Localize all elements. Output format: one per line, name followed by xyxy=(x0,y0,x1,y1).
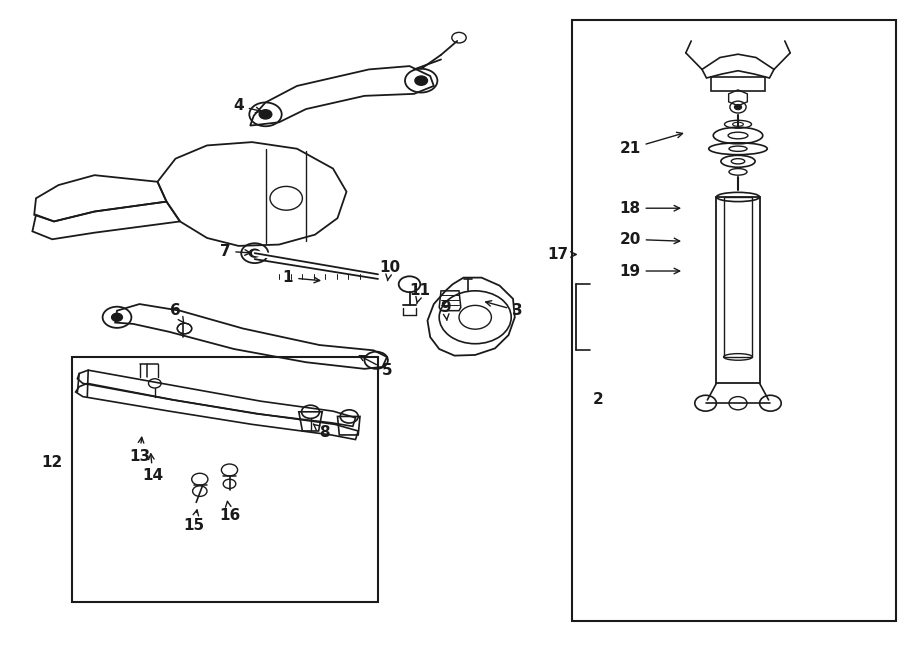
Circle shape xyxy=(734,104,742,110)
Text: 20: 20 xyxy=(619,232,680,247)
Text: 21: 21 xyxy=(619,132,682,156)
Text: 4: 4 xyxy=(233,98,261,113)
Text: 15: 15 xyxy=(183,510,204,533)
Text: 11: 11 xyxy=(410,284,431,304)
Text: 12: 12 xyxy=(41,455,63,470)
Text: 14: 14 xyxy=(142,454,164,483)
Bar xyxy=(716,197,760,383)
Circle shape xyxy=(415,76,428,85)
Circle shape xyxy=(112,313,122,321)
Bar xyxy=(572,20,896,621)
Text: 8: 8 xyxy=(313,424,329,440)
Text: 16: 16 xyxy=(219,501,240,523)
Circle shape xyxy=(259,110,272,119)
Circle shape xyxy=(249,249,260,257)
Text: 2: 2 xyxy=(593,393,604,407)
Text: 6: 6 xyxy=(170,303,184,323)
Text: 1: 1 xyxy=(283,270,320,285)
Circle shape xyxy=(177,323,192,334)
Bar xyxy=(724,197,752,357)
Bar xyxy=(72,357,378,602)
Text: 10: 10 xyxy=(379,260,400,281)
Text: 5: 5 xyxy=(359,356,392,377)
Bar xyxy=(711,77,765,91)
Text: 13: 13 xyxy=(129,438,150,463)
Text: 3: 3 xyxy=(486,301,523,318)
Text: 17: 17 xyxy=(547,247,576,262)
Text: 9: 9 xyxy=(440,300,451,321)
Text: 18: 18 xyxy=(619,201,680,215)
Text: 7: 7 xyxy=(220,244,250,258)
Text: 19: 19 xyxy=(619,264,680,278)
